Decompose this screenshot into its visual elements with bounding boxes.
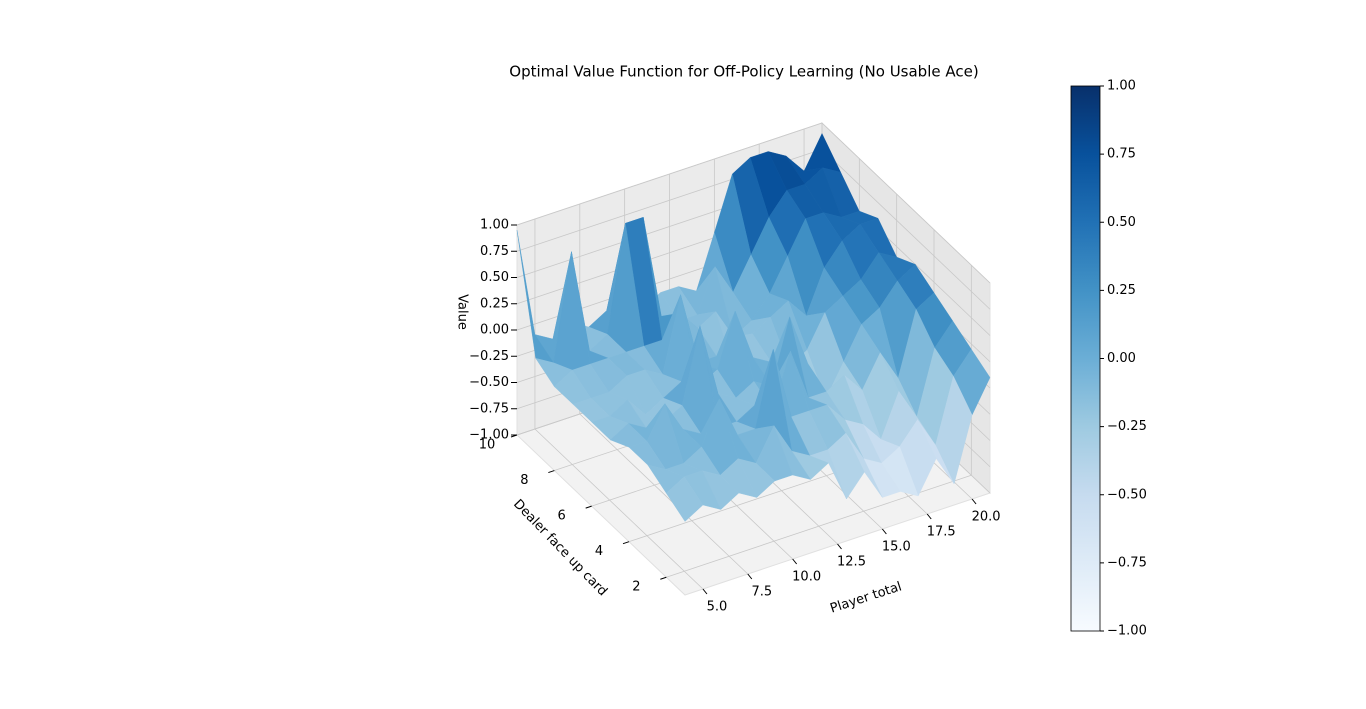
z-tick-label: 0.00 (480, 323, 509, 338)
grid-line (516, 122, 823, 226)
x-tick (881, 528, 887, 535)
grid-line (579, 413, 749, 575)
x-axis-label: Player total (828, 579, 903, 616)
x-tick-label: 20.0 (972, 510, 1001, 525)
colorbar-tick-label: −0.25 (1107, 419, 1147, 434)
z-axis-label: Value (455, 294, 470, 330)
z-tick-label: 0.75 (480, 244, 509, 259)
x-tick (792, 558, 798, 565)
colorbar (1070, 85, 1101, 632)
z-tick-label: −0.75 (469, 401, 509, 416)
y-tick (622, 541, 630, 545)
colorbar-tick-label: −1.00 (1107, 624, 1147, 639)
z-tick-label: 0.50 (480, 270, 509, 285)
z-tick-label: 0.25 (480, 296, 509, 311)
y-tick (660, 576, 667, 580)
grid-line (666, 474, 972, 578)
x-tick-label: 15.0 (882, 540, 911, 555)
z-tick-label: −0.25 (469, 349, 509, 364)
x-tick (747, 573, 753, 580)
colorbar-tick-label: −0.75 (1107, 555, 1147, 570)
x-tick-label: 12.5 (837, 555, 866, 570)
y-tick-label: 8 (520, 473, 528, 488)
x-tick-label: 5.0 (707, 600, 728, 615)
x-tick (702, 588, 708, 595)
y-tick-label: 10 (479, 438, 496, 453)
z-tick-label: −1.00 (469, 428, 509, 443)
x-tick (971, 498, 977, 505)
colorbar-tick-label: 0.00 (1107, 351, 1136, 366)
z-tick-label: −0.50 (469, 375, 509, 390)
surface-face (666, 476, 704, 522)
grid-line (534, 428, 704, 590)
y-tick (585, 505, 592, 509)
z-tick-label: 1.00 (480, 218, 509, 233)
x-tick-label: 10.0 (792, 570, 821, 585)
colorbar-tick-label: 0.75 (1107, 147, 1136, 162)
x-tick-label: 7.5 (751, 585, 772, 600)
colorbar-tick-label: 1.00 (1107, 79, 1136, 94)
y-tick (548, 470, 555, 474)
colorbar-tick-label: 0.25 (1107, 283, 1136, 298)
colorbar-tick-label: −0.50 (1107, 487, 1147, 502)
chart-title: Optimal Value Function for Off-Policy Le… (509, 63, 978, 81)
x-tick (837, 543, 842, 550)
y-tick-label: 4 (595, 544, 603, 559)
y-tick-label: 2 (632, 580, 640, 595)
colorbar-tick-label: 0.50 (1107, 215, 1136, 230)
x-tick (926, 513, 932, 520)
grid-line (821, 122, 991, 284)
grid-line (821, 148, 991, 310)
x-tick-label: 17.5 (927, 525, 956, 540)
y-tick-label: 6 (558, 509, 566, 524)
